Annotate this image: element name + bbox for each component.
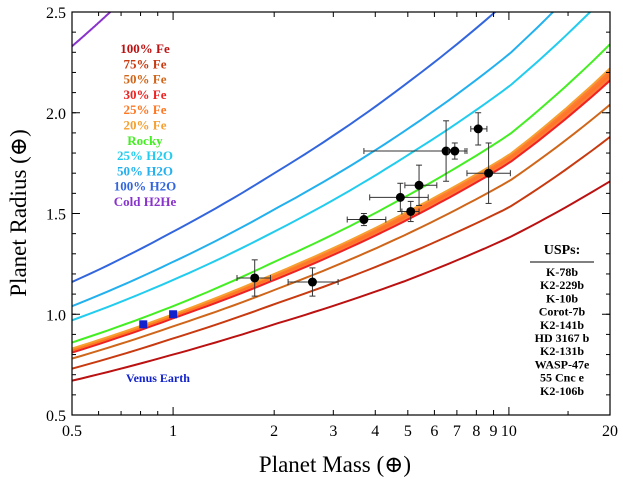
planet-marker bbox=[450, 146, 460, 156]
y-tick-label: 1.0 bbox=[46, 307, 66, 324]
solar-system-label: Venus Earth bbox=[126, 371, 190, 385]
planet-marker bbox=[473, 124, 483, 134]
curve-25-h2o bbox=[72, 12, 592, 322]
usp-item: WASP-47e bbox=[535, 357, 590, 371]
x-tick-label: 10 bbox=[501, 423, 517, 440]
usp-item: HD 3167 b bbox=[535, 331, 590, 345]
usp-item: 55 Cnc e bbox=[540, 371, 585, 385]
y-axis-label: Planet Radius (⊕) bbox=[6, 129, 31, 296]
curve-100-h2o bbox=[72, 12, 497, 283]
planet-point bbox=[401, 200, 420, 223]
planet-point bbox=[287, 267, 339, 297]
planet-marker bbox=[307, 277, 317, 287]
solar-marker-earth bbox=[169, 310, 178, 319]
usp-item: K-78b bbox=[546, 265, 578, 279]
y-tick-label: 2.0 bbox=[46, 106, 66, 123]
planet-marker bbox=[484, 168, 494, 178]
planet-marker bbox=[395, 192, 405, 202]
solar-marker-venus bbox=[139, 320, 148, 329]
curve-25-fe bbox=[72, 73, 610, 352]
usp-item: K2-106b bbox=[540, 384, 584, 398]
x-axis-label: Planet Mass (⊕) bbox=[259, 452, 411, 477]
planet-point bbox=[470, 112, 488, 146]
legend-entry: Cold H2He bbox=[114, 194, 177, 209]
x-tick-label: 4 bbox=[371, 423, 379, 440]
usp-item: K-10b bbox=[546, 291, 578, 305]
axes: 0.5 1 2 3 4 5 6 7 8 9 10 20 0.5 1.0 1.5 2.0 2.5 bbox=[46, 5, 618, 440]
legend-entry: 25% H2O bbox=[117, 148, 173, 163]
legend-entry: 50% H2O bbox=[117, 163, 173, 178]
curve-50-h2o bbox=[72, 12, 555, 308]
planet-point bbox=[369, 182, 429, 212]
planet-point bbox=[236, 259, 271, 297]
legend-entry: 100% H2O bbox=[114, 179, 176, 194]
curve-20-fe bbox=[72, 67, 610, 350]
model-curves bbox=[72, 12, 610, 382]
legend-entry: 30% Fe bbox=[124, 87, 167, 102]
planet-point bbox=[404, 164, 438, 206]
legend-entry: 75% Fe bbox=[124, 56, 167, 71]
legend-entry: 20% Fe bbox=[124, 118, 167, 133]
x-tick-label: 9 bbox=[490, 423, 498, 440]
planet-marker bbox=[359, 215, 369, 225]
legend-entry: 25% Fe bbox=[124, 102, 167, 117]
x-tick-label: 3 bbox=[329, 423, 337, 440]
usp-title: USPs: bbox=[544, 243, 581, 258]
usp-list: USPs: K-78bK2-229bK-10bCorot-7bK2-141bHD … bbox=[530, 243, 594, 398]
curve-50-fe bbox=[72, 103, 610, 360]
y-tick-label: 2.5 bbox=[46, 5, 66, 22]
planet-point bbox=[346, 213, 387, 227]
usp-item: Corot-7b bbox=[539, 305, 586, 319]
y-tick-label: 0.5 bbox=[46, 408, 66, 425]
x-tick-label: 0.5 bbox=[62, 423, 82, 440]
usp-item: K2-131b bbox=[540, 344, 584, 358]
x-tick-label: 2 bbox=[270, 423, 278, 440]
curve-75-fe bbox=[72, 136, 610, 370]
planet-marker bbox=[406, 206, 416, 216]
x-tick-label: 1 bbox=[169, 423, 177, 440]
y-tick-label: 1.5 bbox=[46, 207, 66, 224]
curve-100-fe bbox=[72, 180, 610, 382]
planet-point bbox=[447, 142, 466, 160]
usp-item: K2-141b bbox=[540, 318, 584, 332]
planet-marker bbox=[250, 273, 260, 283]
curve-30-fe bbox=[72, 79, 610, 354]
x-tick-label: 5 bbox=[404, 423, 412, 440]
legend-entry: 100% Fe bbox=[120, 41, 170, 56]
curve-cold-h2he bbox=[72, 12, 111, 48]
legend-entry: Rocky bbox=[127, 133, 163, 148]
x-tick-label: 8 bbox=[472, 423, 480, 440]
x-tick-label: 20 bbox=[602, 423, 618, 440]
x-tick-label: 7 bbox=[453, 423, 461, 440]
planet-points bbox=[139, 112, 511, 329]
x-tick-label: 6 bbox=[430, 423, 438, 440]
legend-entry: 50% Fe bbox=[124, 72, 167, 87]
planet-point bbox=[466, 142, 511, 204]
usp-item: K2-229b bbox=[540, 278, 584, 292]
curve-rocky bbox=[72, 43, 610, 344]
planet-marker bbox=[414, 180, 424, 190]
